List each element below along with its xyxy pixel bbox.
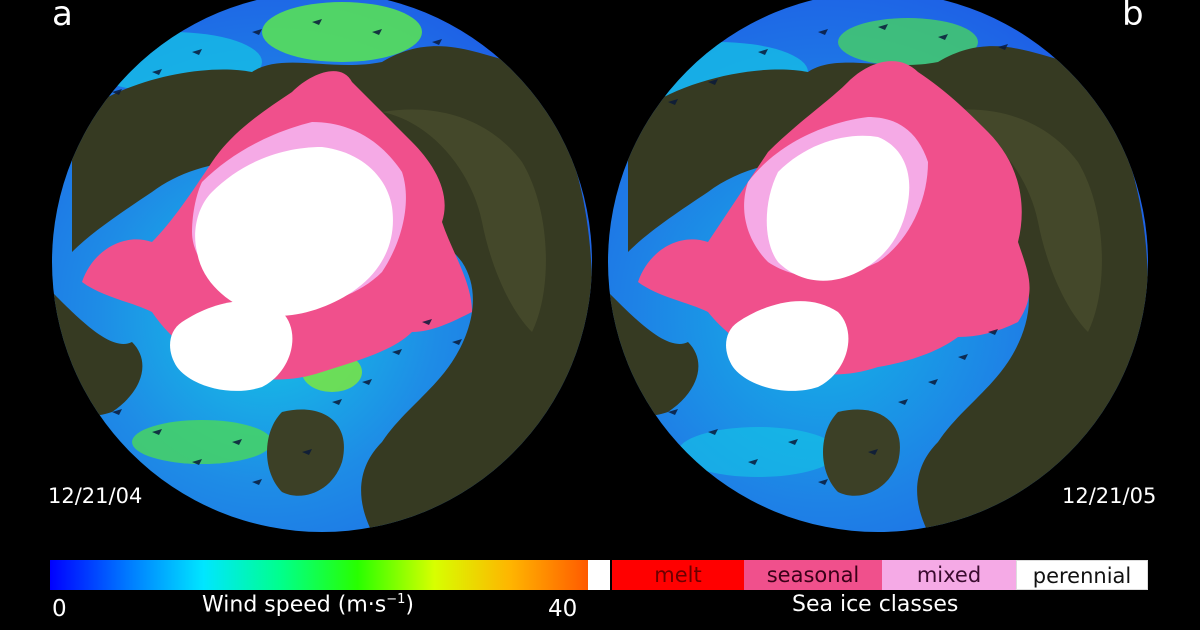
wind-arrow xyxy=(152,429,162,435)
wind-arrow xyxy=(372,29,382,35)
wind-arrow xyxy=(452,339,462,345)
ice-class-perennial: perennial xyxy=(1016,560,1148,590)
wind-arrow xyxy=(312,19,322,25)
land-texture xyxy=(382,109,546,332)
perennial-ice xyxy=(766,135,910,281)
date-label-b: 12/21/05 xyxy=(1062,484,1157,508)
wind-arrows xyxy=(112,19,462,485)
land-greenland-coast xyxy=(823,409,900,496)
wind-arrow xyxy=(668,99,678,105)
wind-arrow xyxy=(898,399,908,405)
wind-arrow xyxy=(788,439,798,445)
date-label-a: 12/21/04 xyxy=(48,484,143,508)
wind-high-patch xyxy=(132,420,272,464)
wind-arrow xyxy=(878,24,888,30)
perennial-ice xyxy=(726,301,849,391)
wind-arrow xyxy=(708,79,718,85)
wind-arrow xyxy=(232,439,242,445)
wind-arrow xyxy=(152,69,162,75)
wind-scale-title: Wind speed (m·s−1) xyxy=(202,592,414,617)
land-texture xyxy=(938,109,1102,332)
sea-ice-class-bar: melt seasonal mixed perennial xyxy=(612,560,1148,590)
wind-arrow xyxy=(868,449,878,455)
wind-arrow xyxy=(422,319,432,325)
wind-speed-colorbar xyxy=(50,560,588,590)
ice-class-melt: melt xyxy=(612,560,744,590)
wind-mid-patch xyxy=(678,427,838,477)
colorbar-separator xyxy=(588,560,610,590)
wind-scale-max: 40 xyxy=(548,596,578,622)
wind-arrow xyxy=(192,459,202,465)
wind-high-patch xyxy=(838,18,978,66)
wind-arrow xyxy=(252,479,262,485)
wind-arrow xyxy=(988,329,998,335)
wind-arrow xyxy=(818,29,828,35)
wind-arrow xyxy=(958,354,968,360)
wind-title-superscript: −1 xyxy=(386,592,406,607)
arctic-map-a xyxy=(52,0,592,532)
panel-label-a: a xyxy=(52,0,73,34)
ice-class-mixed: mixed xyxy=(882,560,1016,590)
wind-arrow xyxy=(938,34,948,40)
wind-arrow xyxy=(708,429,718,435)
wind-arrow xyxy=(112,89,122,95)
wind-high-patch xyxy=(262,2,422,62)
wind-arrows xyxy=(668,24,1008,485)
wind-arrow xyxy=(112,409,122,415)
wind-title-close: ) xyxy=(405,592,414,618)
wind-arrow xyxy=(302,449,312,455)
wind-title-text: Wind speed (m·s xyxy=(202,592,387,618)
wind-arrow xyxy=(748,459,758,465)
wind-scale-min: 0 xyxy=(52,596,67,622)
arctic-map-b xyxy=(608,0,1148,532)
wind-arrow xyxy=(252,29,262,35)
wind-arrow xyxy=(332,399,342,405)
wind-arrow xyxy=(362,379,372,385)
wind-arrow xyxy=(668,409,678,415)
wind-arrow xyxy=(758,49,768,55)
wind-arrow xyxy=(928,379,938,385)
wind-arrow xyxy=(432,39,442,45)
wind-arrow xyxy=(998,44,1008,50)
wind-arrow xyxy=(818,479,828,485)
ice-scale-title: Sea ice classes xyxy=(792,592,959,617)
wind-arrow xyxy=(392,349,402,355)
ice-class-seasonal: seasonal xyxy=(744,560,882,590)
perennial-ice xyxy=(195,147,393,316)
panel-label-b: b xyxy=(1122,0,1144,34)
wind-arrow xyxy=(192,49,202,55)
perennial-ice xyxy=(170,301,293,391)
